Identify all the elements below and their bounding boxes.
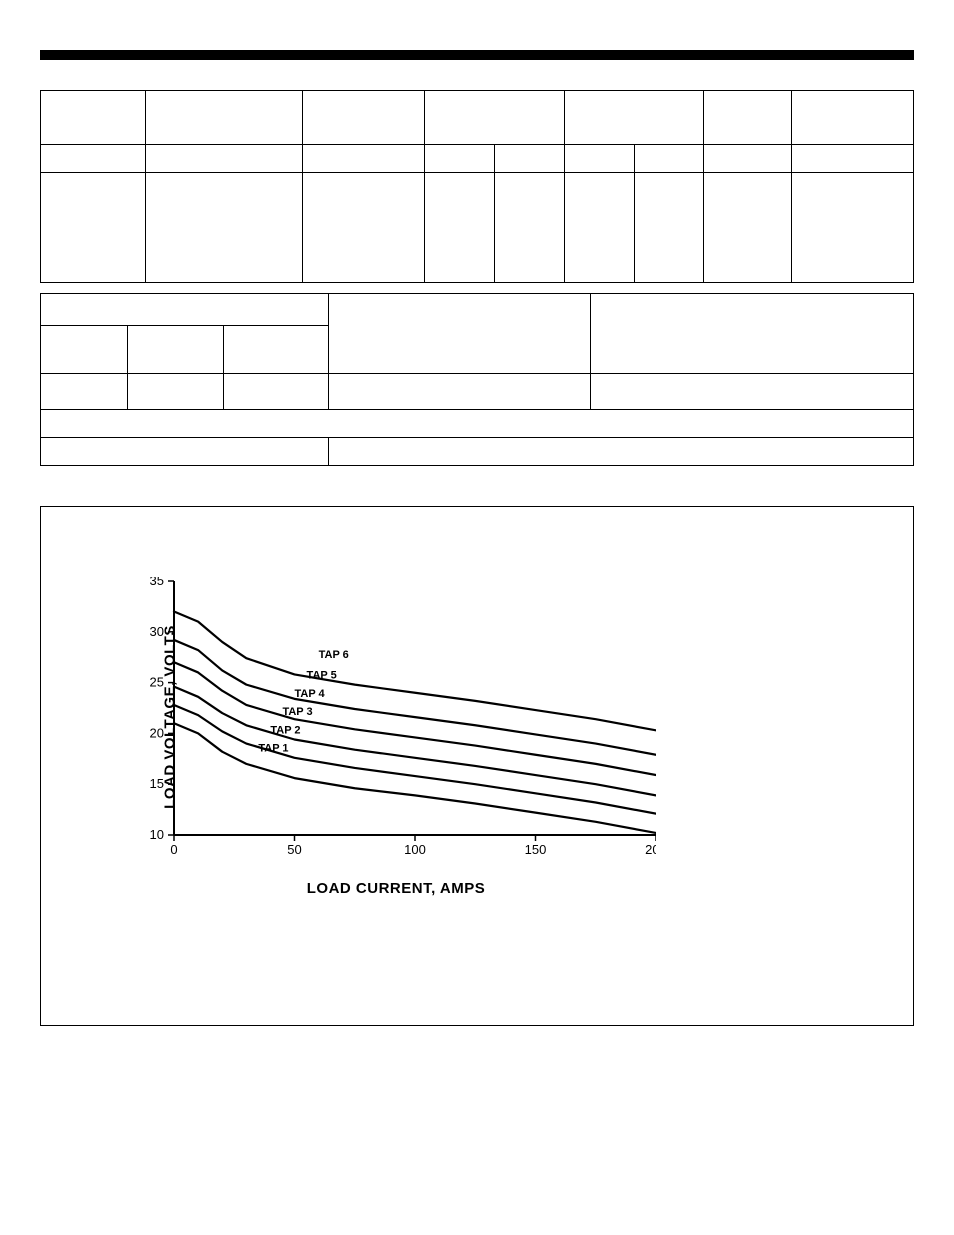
spec-table-upper	[40, 90, 914, 283]
svg-text:35: 35	[150, 577, 164, 588]
spec-sub-row	[41, 145, 914, 173]
spec-body-row	[41, 173, 914, 283]
chart-container: LOAD VOLTAGE, VOLTS 10152025303505010015…	[40, 506, 914, 1026]
lower-row-4	[41, 410, 914, 438]
spec-header-row	[41, 91, 914, 145]
top-rule	[40, 50, 914, 60]
svg-text:10: 10	[150, 827, 164, 842]
lower-row-5	[41, 438, 914, 466]
spec-table-lower	[40, 293, 914, 466]
lower-row-1	[41, 294, 914, 326]
chart-svg: 101520253035050100150200TAP 1TAP 2TAP 3T…	[136, 577, 656, 857]
svg-text:150: 150	[525, 842, 547, 857]
x-axis-label: LOAD CURRENT, AMPS	[307, 880, 485, 897]
chart-canvas: LOAD VOLTAGE, VOLTS 10152025303505010015…	[136, 577, 656, 857]
svg-text:TAP 4: TAP 4	[295, 688, 326, 700]
lower-row-3	[41, 374, 914, 410]
y-axis-label: LOAD VOLTAGE, VOLTS	[161, 625, 178, 809]
svg-text:TAP 6: TAP 6	[319, 649, 349, 661]
svg-text:100: 100	[404, 842, 426, 857]
svg-text:0: 0	[170, 842, 177, 857]
svg-text:200: 200	[645, 842, 656, 857]
svg-text:50: 50	[287, 842, 301, 857]
